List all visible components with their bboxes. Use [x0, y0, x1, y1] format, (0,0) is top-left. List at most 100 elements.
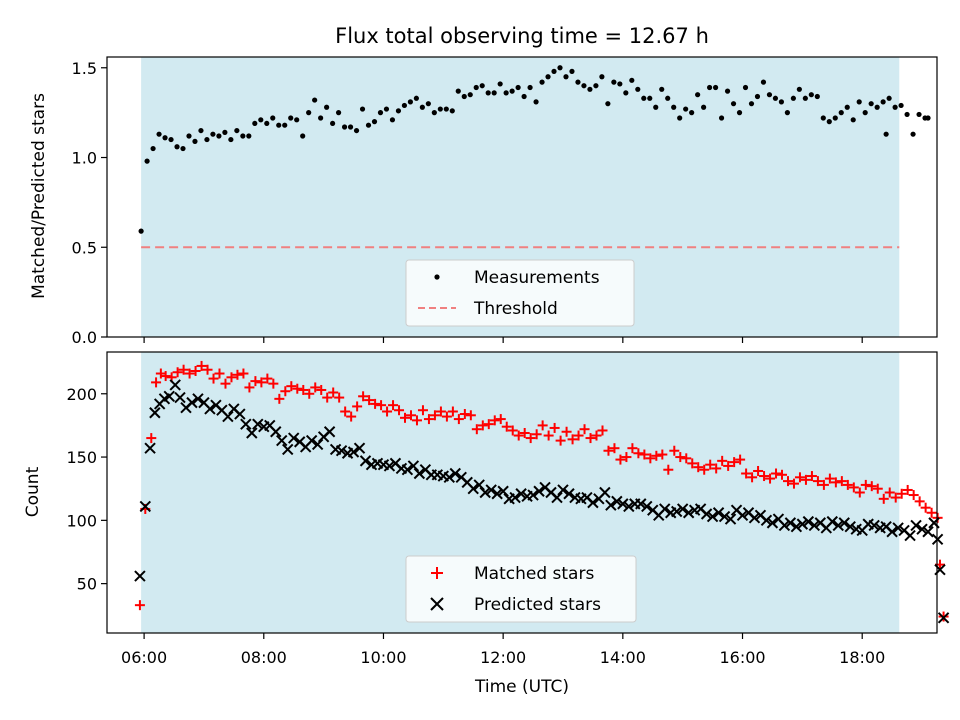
matched-star-point [824, 473, 835, 484]
matched-star-point [771, 468, 782, 479]
matched-star-point [376, 400, 387, 411]
matched-star-point [465, 410, 476, 421]
predicted-star-point [252, 418, 264, 430]
matched-star-point [304, 388, 315, 399]
measurement-point [886, 95, 892, 101]
matched-star-point [896, 488, 907, 499]
legend-matched-label: Matched stars [474, 564, 594, 584]
predicted-star-point [623, 500, 635, 513]
predicted-star-point [287, 432, 300, 444]
measurement-point [252, 120, 258, 127]
matched-star-point [765, 473, 776, 484]
measurement-point [306, 110, 312, 116]
matched-star-point [651, 450, 662, 461]
measurement-point [718, 115, 725, 121]
measurement-point [599, 74, 605, 80]
predicted-star-point [611, 495, 623, 508]
matched-star-point [151, 377, 162, 388]
predicted-star-point [234, 408, 246, 420]
measurement-point [210, 131, 216, 137]
measurement-point [808, 92, 814, 98]
matched-star-point [244, 382, 255, 393]
y-tick-label: 50 [77, 575, 97, 594]
matched-star-point [531, 429, 542, 440]
matched-star-point [657, 449, 668, 460]
matched-star-point [280, 386, 291, 397]
legend-predicted-marker [430, 597, 444, 611]
measurement-point [665, 95, 671, 101]
measurement-point [695, 92, 701, 98]
measurement-point [736, 110, 743, 116]
x-tick-label: 12:00 [480, 648, 526, 667]
predicted-star-point [149, 407, 161, 419]
measurement-point [605, 101, 611, 107]
measurement-point [563, 74, 569, 80]
measurement-point [587, 86, 593, 92]
measurement-point [730, 101, 737, 107]
legend-matched-marker [431, 567, 443, 579]
measurement-point [724, 88, 731, 94]
matched-star-point [615, 454, 626, 465]
predicted-star-point [276, 434, 288, 447]
predicted-star-point [134, 570, 146, 582]
matched-star-point [232, 369, 243, 380]
measurement-point [377, 110, 384, 116]
predicted-star-point [766, 517, 779, 529]
matched-star-point [250, 376, 261, 387]
measurement-point [198, 127, 204, 134]
measurement-point [647, 95, 653, 101]
matched-star-point [555, 435, 566, 446]
matched-star-point [818, 479, 829, 490]
matched-star-point [160, 371, 171, 382]
predicted-star-point [527, 489, 539, 501]
measurement-point [341, 124, 348, 130]
matched-star-point [759, 471, 770, 482]
matched-star-point [334, 392, 345, 403]
predicted-star-point [826, 515, 838, 528]
measurement-point [925, 115, 931, 121]
predicted-star-point [796, 518, 809, 530]
matched-star-point [477, 420, 488, 431]
matched-star-point [310, 382, 321, 393]
measurement-point [838, 110, 844, 116]
matched-star-point [453, 414, 464, 425]
y-tick-label: 0.0 [72, 328, 97, 347]
measurement-point [790, 95, 796, 101]
measurement-point [449, 108, 455, 114]
matched-star-point [872, 483, 883, 494]
y-tick-label: 200 [66, 385, 97, 404]
predicted-star-point [551, 491, 563, 504]
matched-star-point [405, 410, 416, 421]
matched-star-point [693, 462, 704, 473]
measurement-point [701, 104, 707, 110]
matched-star-point [729, 457, 740, 468]
measurement-point [485, 90, 491, 96]
matched-star-point [286, 381, 297, 392]
predicted-star-point [169, 379, 181, 391]
counts-y-axis: 50 100 150 200 [66, 385, 107, 594]
counts-legend: Matched stars Predicted stars [405, 555, 637, 623]
measurement-point [503, 90, 509, 96]
predicted-star-point [353, 442, 366, 454]
predicted-star-point [724, 513, 737, 525]
predicted-star-point [186, 396, 198, 409]
measurement-point [335, 110, 342, 116]
matched-star-point [890, 492, 901, 503]
predicted-star-point [401, 464, 414, 476]
matched-star-point [723, 460, 734, 471]
matched-star-point [567, 434, 578, 445]
matched-star-point [884, 487, 895, 498]
matched-star-point [370, 398, 381, 409]
matched-star-point [681, 453, 692, 464]
matched-star-point [268, 378, 279, 389]
predicted-star-point [670, 505, 683, 518]
measurement-point [575, 79, 581, 85]
matched-star-point [549, 422, 560, 433]
matched-star-point [346, 411, 357, 422]
predicted-star-point [937, 612, 950, 624]
predicted-star-point [748, 512, 761, 524]
matched-star-point [429, 410, 440, 421]
measurement-point [144, 158, 150, 164]
measurement-point [443, 106, 449, 112]
matched-star-point [579, 424, 590, 435]
